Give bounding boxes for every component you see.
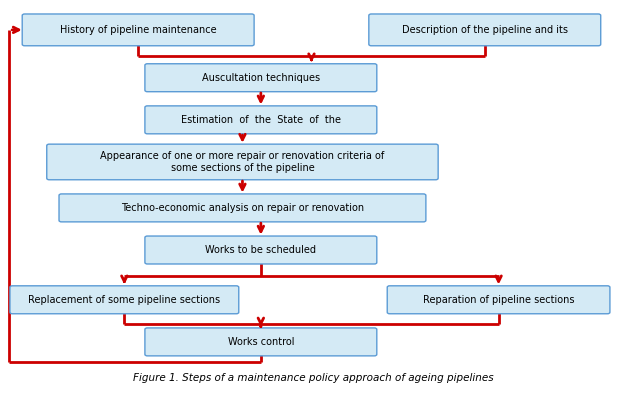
Text: Auscultation techniques: Auscultation techniques xyxy=(202,73,320,83)
Text: History of pipeline maintenance: History of pipeline maintenance xyxy=(60,25,217,35)
FancyBboxPatch shape xyxy=(387,286,610,314)
FancyBboxPatch shape xyxy=(59,194,426,222)
FancyBboxPatch shape xyxy=(145,236,377,264)
Text: Works to be scheduled: Works to be scheduled xyxy=(205,245,316,255)
Text: Techno-economic analysis on repair or renovation: Techno-economic analysis on repair or re… xyxy=(121,203,364,213)
FancyBboxPatch shape xyxy=(22,14,254,46)
FancyBboxPatch shape xyxy=(369,14,601,46)
FancyBboxPatch shape xyxy=(145,328,377,356)
Text: Works control: Works control xyxy=(228,337,294,347)
FancyBboxPatch shape xyxy=(145,64,377,92)
Text: Appearance of one or more repair or renovation criteria of
some sections of the : Appearance of one or more repair or reno… xyxy=(100,151,384,173)
Text: Description of the pipeline and its: Description of the pipeline and its xyxy=(402,25,568,35)
FancyBboxPatch shape xyxy=(145,106,377,134)
Text: Figure 1. Steps of a maintenance policy approach of ageing pipelines: Figure 1. Steps of a maintenance policy … xyxy=(133,373,493,383)
Text: Reparation of pipeline sections: Reparation of pipeline sections xyxy=(423,295,574,305)
Text: Estimation  of  the  State  of  the: Estimation of the State of the xyxy=(181,115,341,125)
FancyBboxPatch shape xyxy=(10,286,239,314)
FancyBboxPatch shape xyxy=(47,144,438,180)
Text: Replacement of some pipeline sections: Replacement of some pipeline sections xyxy=(28,295,220,305)
